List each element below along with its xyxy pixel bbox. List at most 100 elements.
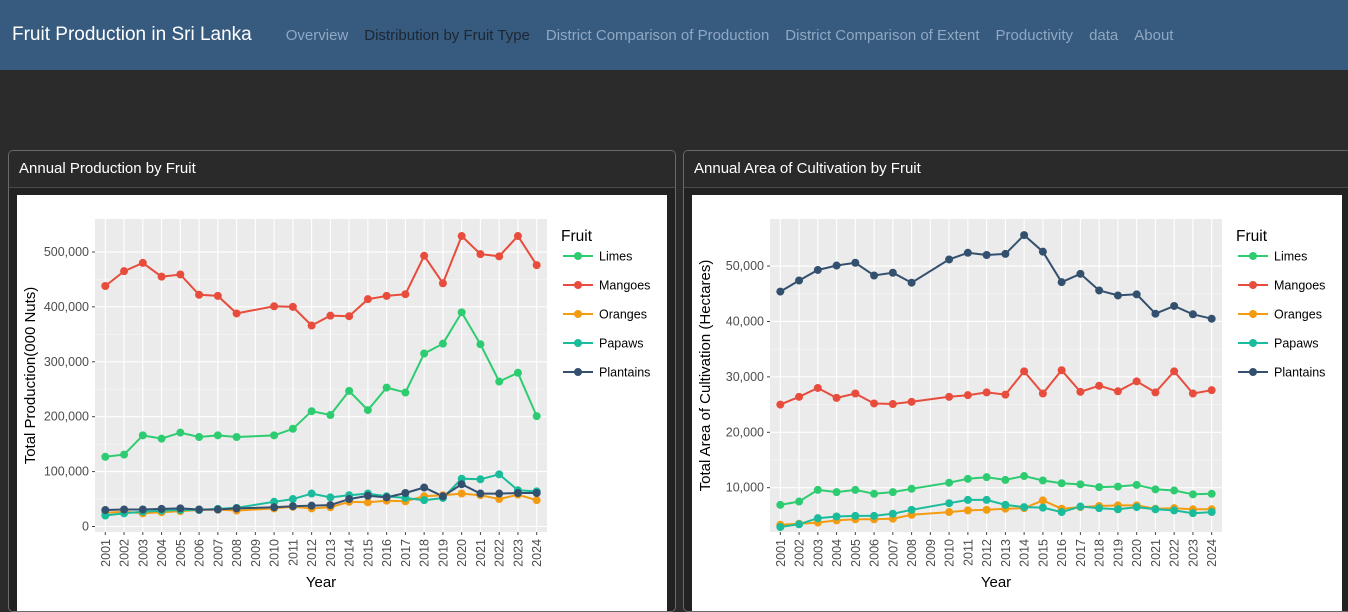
production-point-limes[interactable] xyxy=(101,452,110,461)
production-point-plantains[interactable] xyxy=(270,503,279,512)
area-point-papaws[interactable] xyxy=(1188,509,1197,518)
production-point-mangoes[interactable] xyxy=(495,252,504,261)
production-point-plantains[interactable] xyxy=(157,504,166,513)
area-point-limes[interactable] xyxy=(1113,482,1122,491)
production-point-limes[interactable] xyxy=(382,383,391,392)
area-point-plantains[interactable] xyxy=(776,287,785,296)
area-point-mangoes[interactable] xyxy=(776,400,785,409)
area-point-limes[interactable] xyxy=(870,489,879,498)
area-point-mangoes[interactable] xyxy=(1038,389,1047,398)
production-point-papaws[interactable] xyxy=(307,489,316,498)
production-point-mangoes[interactable] xyxy=(138,258,147,267)
area-point-papaws[interactable] xyxy=(1057,508,1066,517)
production-point-limes[interactable] xyxy=(457,308,466,317)
area-point-mangoes[interactable] xyxy=(907,397,916,406)
area-point-papaws[interactable] xyxy=(1076,502,1085,511)
production-point-plantains[interactable] xyxy=(382,493,391,502)
area-point-plantains[interactable] xyxy=(832,261,841,270)
production-point-limes[interactable] xyxy=(532,412,541,421)
production-point-mangoes[interactable] xyxy=(401,290,410,299)
production-point-mangoes[interactable] xyxy=(120,267,129,276)
area-point-plantains[interactable] xyxy=(1020,231,1029,240)
production-point-limes[interactable] xyxy=(495,377,504,386)
area-point-mangoes[interactable] xyxy=(795,392,804,401)
area-point-papaws[interactable] xyxy=(963,495,972,504)
production-point-plantains[interactable] xyxy=(457,480,466,489)
area-point-mangoes[interactable] xyxy=(1020,367,1029,376)
area-point-plantains[interactable] xyxy=(1207,314,1216,323)
area-point-papaws[interactable] xyxy=(1207,508,1216,517)
area-point-papaws[interactable] xyxy=(1001,500,1010,509)
area-point-plantains[interactable] xyxy=(1057,278,1066,287)
area-point-plantains[interactable] xyxy=(1038,247,1047,256)
production-point-mangoes[interactable] xyxy=(213,291,222,300)
area-point-limes[interactable] xyxy=(1001,475,1010,484)
production-point-limes[interactable] xyxy=(438,339,447,348)
production-point-papaws[interactable] xyxy=(457,474,466,483)
area-point-plantains[interactable] xyxy=(851,258,860,267)
production-point-limes[interactable] xyxy=(363,406,372,415)
production-point-mangoes[interactable] xyxy=(532,261,541,270)
production-point-mangoes[interactable] xyxy=(326,311,335,320)
area-point-mangoes[interactable] xyxy=(1132,377,1141,386)
production-point-papaws[interactable] xyxy=(326,493,335,502)
production-point-plantains[interactable] xyxy=(195,505,204,514)
production-point-plantains[interactable] xyxy=(476,489,485,498)
production-point-plantains[interactable] xyxy=(307,501,316,510)
area-point-limes[interactable] xyxy=(1057,479,1066,488)
area-point-plantains[interactable] xyxy=(982,251,991,260)
area-point-mangoes[interactable] xyxy=(945,392,954,401)
production-point-plantains[interactable] xyxy=(326,501,335,510)
area-point-limes[interactable] xyxy=(963,474,972,483)
production-chart[interactable]: 0 100,000 200,000 300,000 400,000 500,000 2001… xyxy=(17,195,667,612)
production-point-papaws[interactable] xyxy=(476,475,485,484)
production-point-mangoes[interactable] xyxy=(307,321,316,330)
production-point-papaws[interactable] xyxy=(270,497,279,506)
production-point-plantains[interactable] xyxy=(101,506,110,515)
production-point-plantains[interactable] xyxy=(513,489,522,498)
area-point-limes[interactable] xyxy=(813,485,822,494)
production-point-mangoes[interactable] xyxy=(382,291,391,300)
production-legend-label-papaws[interactable]: Papaws xyxy=(599,337,643,351)
area-point-papaws[interactable] xyxy=(888,509,897,518)
production-point-mangoes[interactable] xyxy=(270,302,279,311)
area-point-papaws[interactable] xyxy=(776,523,785,532)
production-point-plantains[interactable] xyxy=(232,504,241,513)
area-point-mangoes[interactable] xyxy=(1095,381,1104,390)
area-point-mangoes[interactable] xyxy=(1001,390,1010,399)
production-point-papaws[interactable] xyxy=(101,511,110,520)
area-point-papaws[interactable] xyxy=(1151,505,1160,514)
production-point-mangoes[interactable] xyxy=(157,272,166,281)
area-point-limes[interactable] xyxy=(832,488,841,497)
production-point-mangoes[interactable] xyxy=(195,290,204,299)
area-point-limes[interactable] xyxy=(776,500,785,509)
production-point-limes[interactable] xyxy=(288,424,297,433)
area-point-limes[interactable] xyxy=(1076,480,1085,489)
area-point-mangoes[interactable] xyxy=(832,393,841,402)
area-point-plantains[interactable] xyxy=(1095,286,1104,295)
production-point-plantains[interactable] xyxy=(495,489,504,498)
area-point-mangoes[interactable] xyxy=(1188,389,1197,398)
production-point-plantains[interactable] xyxy=(363,491,372,500)
area-point-limes[interactable] xyxy=(1132,480,1141,489)
area-point-limes[interactable] xyxy=(1038,476,1047,485)
production-point-plantains[interactable] xyxy=(138,505,147,514)
production-point-limes[interactable] xyxy=(420,349,429,358)
area-point-limes[interactable] xyxy=(1020,472,1029,481)
production-point-oranges[interactable] xyxy=(457,489,466,498)
area-point-papaws[interactable] xyxy=(1095,504,1104,513)
area-point-plantains[interactable] xyxy=(963,248,972,257)
area-point-mangoes[interactable] xyxy=(888,400,897,409)
area-point-oranges[interactable] xyxy=(1038,496,1047,505)
area-point-limes[interactable] xyxy=(1151,485,1160,494)
production-point-limes[interactable] xyxy=(157,434,166,443)
area-point-plantains[interactable] xyxy=(1170,301,1179,310)
area-point-papaws[interactable] xyxy=(851,511,860,520)
nav-tab-data[interactable]: data xyxy=(1089,26,1119,44)
area-point-limes[interactable] xyxy=(907,484,916,493)
production-point-limes[interactable] xyxy=(195,433,204,442)
nav-tab-overview[interactable]: Overview xyxy=(285,26,349,44)
production-point-mangoes[interactable] xyxy=(101,281,110,290)
production-point-papaws[interactable] xyxy=(495,470,504,479)
production-legend-label-oranges[interactable]: Oranges xyxy=(599,308,647,322)
